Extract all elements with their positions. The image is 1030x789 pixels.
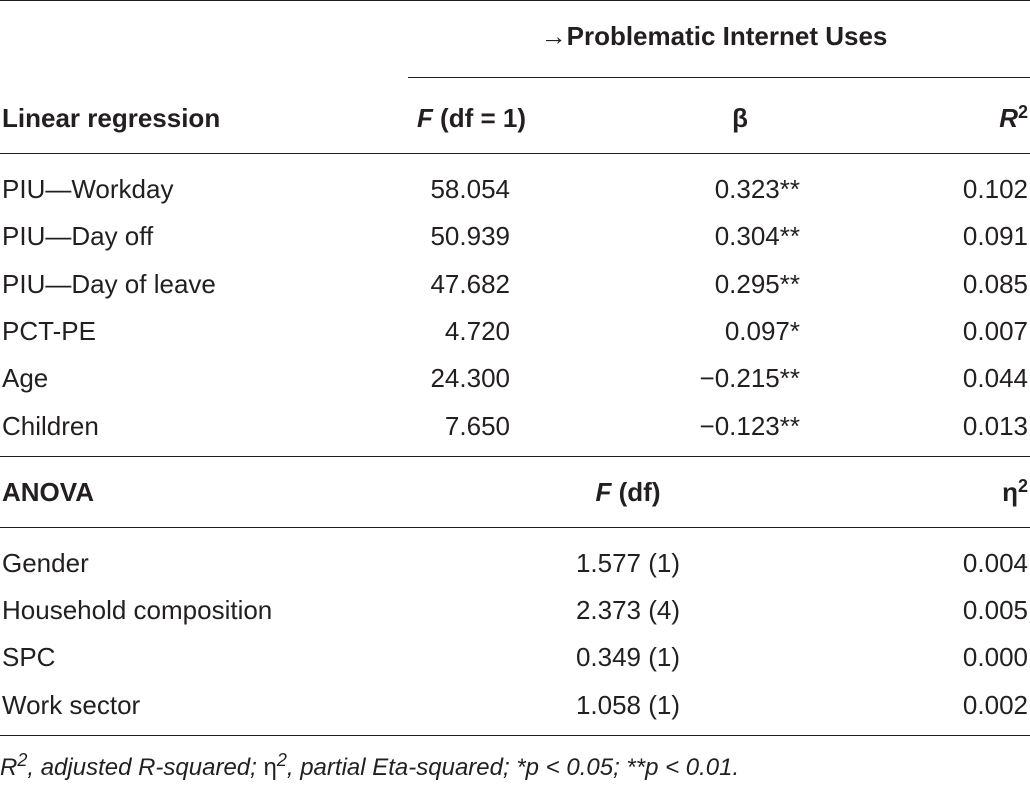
table-footnote: R2, adjusted R-squared; η2, partial Eta-…: [0, 750, 740, 784]
top-rule: [0, 0, 1030, 1]
row-beta-value: 0.304**: [714, 221, 800, 251]
row-f-value: 0.349 (1): [575, 642, 681, 672]
header-rule: [0, 153, 1030, 154]
row-label: SPC: [2, 642, 56, 672]
footnote-r-text: , adjusted R-squared;: [27, 754, 264, 781]
row-f-value: 7.650: [444, 411, 510, 441]
anova-col-eta-header: η2: [900, 476, 1028, 508]
col-r-symbol: R: [999, 103, 1018, 133]
col-f-symbol: F: [416, 103, 433, 133]
row-r2-value: 0.085: [962, 269, 1028, 299]
row-label: Age: [2, 363, 49, 393]
anova-col-f-header: F (df): [528, 476, 728, 508]
anova-f-symbol: F: [595, 477, 612, 507]
linear-regression-title: Linear regression: [2, 103, 221, 133]
anova-title: ANOVA: [2, 477, 94, 507]
anova-eta-superscript: 2: [1017, 476, 1028, 496]
row-label: Children: [2, 411, 99, 441]
col-f-header: F (df = 1): [340, 102, 526, 134]
row-f-value: 2.373 (4): [575, 595, 681, 625]
col-f-df: (df = 1): [432, 103, 526, 133]
row-r2-value: 0.091: [962, 221, 1028, 251]
row-label: PIU—Workday: [2, 174, 174, 204]
row-beta-value: 0.295**: [714, 269, 800, 299]
row-label: PCT-PE: [2, 316, 96, 346]
anova-header-rule: [0, 527, 1030, 528]
row-label: Gender: [2, 548, 89, 578]
row-beta-value: −0.123**: [699, 411, 800, 441]
group-header: →Problematic Internet Uses: [540, 21, 888, 51]
row-label: Household composition: [2, 595, 273, 625]
row-eta2-value: 0.000: [962, 642, 1028, 672]
footnote-r: R: [0, 754, 18, 781]
footnote-r-superscript: 2: [17, 750, 28, 770]
row-f-value: 47.682: [430, 269, 510, 299]
row-label: PIU—Day of leave: [2, 269, 216, 299]
row-r2-value: 0.044: [962, 363, 1028, 393]
row-beta-value: 0.097*: [724, 316, 800, 346]
col-r-superscript: 2: [1017, 102, 1028, 122]
anova-f-df: (df): [611, 477, 661, 507]
row-eta2-value: 0.005: [962, 595, 1028, 625]
anova-eta-symbol: η: [1002, 477, 1018, 507]
col-beta-header: β: [732, 103, 748, 133]
footnote-eta-superscript: 2: [276, 750, 287, 770]
row-f-value: 50.939: [430, 221, 510, 251]
footnote-eta: η: [263, 754, 277, 781]
row-eta2-value: 0.002: [962, 690, 1028, 720]
section-rule: [0, 456, 1030, 457]
bottom-rule: [0, 735, 1030, 736]
group-header-rule: [408, 77, 1030, 78]
row-r2-value: 0.007: [962, 316, 1028, 346]
row-label: Work sector: [2, 690, 141, 720]
row-r2-value: 0.013: [962, 411, 1028, 441]
row-f-value: 1.577 (1): [575, 548, 681, 578]
col-r2-header: R2: [900, 102, 1028, 134]
row-eta2-value: 0.004: [962, 548, 1028, 578]
footnote-eta-text: , partial Eta-squared; *p < 0.05; **p < …: [286, 754, 740, 781]
row-f-value: 1.058 (1): [575, 690, 681, 720]
row-label: PIU—Day off: [2, 221, 154, 251]
row-beta-value: −0.215**: [699, 363, 800, 393]
row-r2-value: 0.102: [962, 174, 1028, 204]
row-f-value: 24.300: [430, 363, 510, 393]
row-beta-value: 0.323**: [714, 174, 800, 204]
row-f-value: 58.054: [430, 174, 510, 204]
row-f-value: 4.720: [444, 316, 510, 346]
